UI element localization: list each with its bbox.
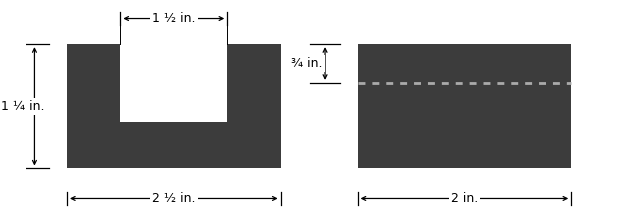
Bar [67,44,281,168]
Text: 2 ½ in.: 2 ½ in. [152,192,195,205]
Text: 1 ¼ in.: 1 ¼ in. [1,100,44,113]
Bar [358,44,571,168]
Text: ¾ in.: ¾ in. [291,57,323,70]
Text: 2 in.: 2 in. [451,192,478,205]
Bar [120,44,227,122]
Text: 1 ½ in.: 1 ½ in. [152,12,195,25]
